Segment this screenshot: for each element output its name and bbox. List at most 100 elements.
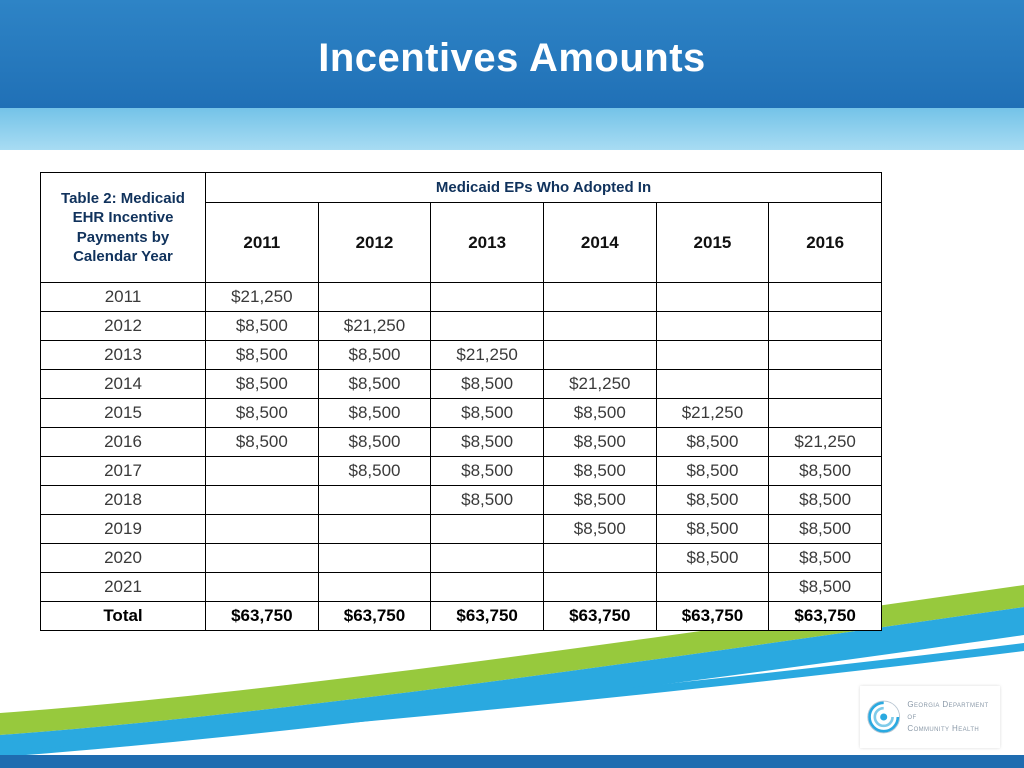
amount-cell: $8,500 xyxy=(317,340,432,370)
amount-cell: $8,500 xyxy=(655,427,770,457)
table-row: 2019 $8,500 $8,500 $8,500 xyxy=(40,514,882,544)
amount-cell: $21,250 xyxy=(655,398,770,428)
amount-cell xyxy=(655,369,770,399)
amount-cell xyxy=(430,282,544,312)
amount-cell xyxy=(430,543,544,573)
amount-cell: $8,500 xyxy=(317,427,432,457)
amount-cell: $8,500 xyxy=(542,514,657,544)
row-label: 2020 xyxy=(40,543,206,573)
header-accent-strip xyxy=(0,108,1024,150)
amount-cell: $63,750 xyxy=(317,601,432,631)
amount-cell: $8,500 xyxy=(655,514,770,544)
amount-cell xyxy=(317,282,432,312)
row-label: 2012 xyxy=(40,311,206,341)
amount-cell xyxy=(768,398,882,428)
row-label: 2013 xyxy=(40,340,206,370)
amount-cell xyxy=(768,340,882,370)
row-label: 2011 xyxy=(40,282,206,312)
table-row: 2021 $8,500 xyxy=(40,572,882,602)
row-label: 2018 xyxy=(40,485,206,515)
row-label: 2017 xyxy=(40,456,206,486)
row-label: 2016 xyxy=(40,427,206,457)
logo-text: Georgia Department of Community Health xyxy=(907,699,994,735)
table-row: 2018 $8,500 $8,500 $8,500 $8,500 xyxy=(40,485,882,515)
amount-cell xyxy=(768,369,882,399)
amount-cell xyxy=(655,282,770,312)
table-row: 2016 $8,500 $8,500 $8,500 $8,500 $8,500 $21,25… xyxy=(40,427,882,457)
amount-cell: $21,250 xyxy=(205,282,319,312)
table-row: 2013 $8,500 $8,500 $21,250 xyxy=(40,340,882,370)
row-label: 2015 xyxy=(40,398,206,428)
logo-text-line1: Georgia Department of xyxy=(907,700,989,721)
amount-cell xyxy=(317,514,432,544)
amount-cell xyxy=(205,572,319,602)
amount-cell: $8,500 xyxy=(205,398,319,428)
amount-cell: $21,250 xyxy=(430,340,544,370)
amount-cell: $8,500 xyxy=(542,427,657,457)
amount-cell xyxy=(655,340,770,370)
blue-swoosh xyxy=(0,607,1024,757)
amount-cell: $8,500 xyxy=(542,485,657,515)
column-header: 2015 xyxy=(655,202,770,283)
amount-cell xyxy=(205,543,319,573)
table-row: 2011 $21,250 xyxy=(40,282,882,312)
amount-cell xyxy=(317,543,432,573)
amount-cell: $63,750 xyxy=(205,601,319,631)
column-header: 2012 xyxy=(317,202,432,283)
amount-cell: $8,500 xyxy=(205,340,319,370)
amount-cell: $21,250 xyxy=(768,427,882,457)
table-row: 2012 $8,500 $21,250 xyxy=(40,311,882,341)
row-label: 2019 xyxy=(40,514,206,544)
amount-cell xyxy=(542,543,657,573)
row-label: 2014 xyxy=(40,369,206,399)
amount-cell: $8,500 xyxy=(430,456,544,486)
amount-cell xyxy=(768,311,882,341)
group-header-cell: Medicaid EPs Who Adopted In xyxy=(205,172,882,203)
amount-cell: $8,500 xyxy=(430,369,544,399)
amount-cell: $8,500 xyxy=(317,456,432,486)
amount-cell: $8,500 xyxy=(655,543,770,573)
dch-logo: Georgia Department of Community Health xyxy=(860,686,1000,748)
amount-cell: $8,500 xyxy=(655,456,770,486)
amount-cell xyxy=(655,311,770,341)
amount-cell: $21,250 xyxy=(317,311,432,341)
amount-cell: $8,500 xyxy=(430,398,544,428)
amount-cell: $8,500 xyxy=(768,514,882,544)
amount-cell: $21,250 xyxy=(542,369,657,399)
amount-cell xyxy=(317,572,432,602)
title-band: Incentives Amounts xyxy=(0,0,1024,108)
amount-cell xyxy=(542,311,657,341)
amount-cell: $8,500 xyxy=(542,456,657,486)
bottom-bar xyxy=(0,755,1024,768)
row-label: 2021 xyxy=(40,572,206,602)
amount-cell xyxy=(542,340,657,370)
amount-cell: $8,500 xyxy=(768,456,882,486)
group-header-row: Table 2: Medicaid EHR Incentive Payments… xyxy=(40,172,882,283)
amount-cell: $8,500 xyxy=(430,485,544,515)
amount-cell: $8,500 xyxy=(768,485,882,515)
amount-cell xyxy=(542,282,657,312)
amount-cell xyxy=(655,572,770,602)
amount-cell xyxy=(317,485,432,515)
incentive-payments-table: Table 2: Medicaid EHR Incentive Payments… xyxy=(40,172,882,631)
column-header: 2016 xyxy=(768,202,882,283)
column-header: 2013 xyxy=(430,202,544,283)
amount-cell: $8,500 xyxy=(317,369,432,399)
amount-cell: $8,500 xyxy=(768,572,882,602)
amount-cell xyxy=(205,456,319,486)
amount-cell: $8,500 xyxy=(655,485,770,515)
amount-cell xyxy=(430,311,544,341)
amount-cell: $8,500 xyxy=(430,427,544,457)
amount-cell: $8,500 xyxy=(542,398,657,428)
amount-cell: $8,500 xyxy=(317,398,432,428)
amount-cell: $63,750 xyxy=(430,601,544,631)
table-row: 2020 $8,500 $8,500 xyxy=(40,543,882,573)
amount-cell: $8,500 xyxy=(205,369,319,399)
amount-cell: $63,750 xyxy=(542,601,657,631)
table-row: 2014 $8,500 $8,500 $8,500 $21,250 xyxy=(40,369,882,399)
table-body: 2011 $21,250 2012 $8,500 $21,250 2013 $8,500 $8… xyxy=(40,282,882,631)
amount-cell: $8,500 xyxy=(768,543,882,573)
logo-text-line2: Community Health xyxy=(907,724,980,733)
corner-header-cell: Table 2: Medicaid EHR Incentive Payments… xyxy=(40,172,206,283)
